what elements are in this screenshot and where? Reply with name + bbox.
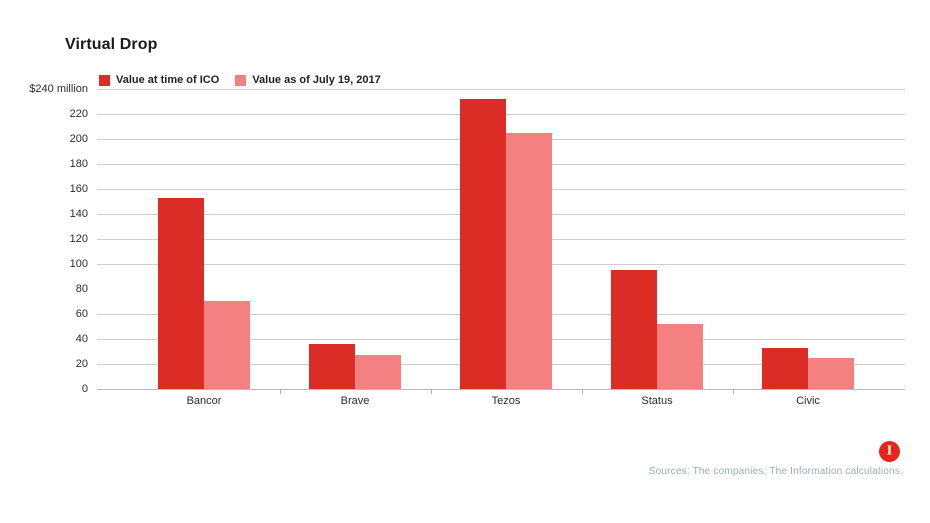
bar-tezos-july (506, 133, 552, 389)
y-tick-label-0: 0 (81, 383, 88, 395)
logo-letter: I (886, 443, 893, 458)
legend-item-july: Value as of July 19, 2017 (235, 74, 381, 86)
legend-swatch-july-icon (235, 74, 247, 86)
bar-bancor-ico (158, 198, 204, 389)
x-label-tezos: Tezos (491, 395, 521, 407)
bar-bancor-july (204, 301, 250, 389)
legend-swatch-ico-icon (99, 74, 110, 86)
chart-legend: Value at time of ICO Value as of July 19… (99, 74, 381, 86)
x-axis-line (97, 388, 905, 390)
y-tick-label-180: 180 (69, 158, 88, 170)
y-tick-label-20: 20 (75, 358, 88, 370)
bar-tezos-ico (460, 99, 506, 389)
y-tick-label-200: 200 (69, 133, 88, 145)
x-axis-tick (431, 389, 432, 394)
bar-status-july (657, 324, 703, 389)
bar-brave-ico (309, 344, 355, 389)
x-axis-tick (582, 389, 583, 394)
bar-civic-july (808, 358, 854, 389)
x-axis-tick (280, 389, 281, 394)
legend-label-ico: Value at time of ICO (116, 74, 220, 86)
y-axis-labels: 0 20 40 60 80 100 120 140 160 180 200 220 $240 milli… (0, 83, 88, 395)
y-tick-label-80: 80 (75, 283, 88, 295)
bar-status-ico (611, 270, 657, 389)
sources-text: Sources: The companies; The Information … (648, 466, 903, 477)
gridline-240 (97, 88, 905, 90)
y-tick-label-220: 220 (69, 108, 88, 120)
y-tick-label-140: 140 (69, 208, 88, 220)
bar-civic-ico (762, 348, 808, 389)
legend-label-july: Value as of July 19, 2017 (252, 74, 381, 86)
x-label-civic: Civic (796, 395, 820, 407)
x-label-bancor: Bancor (186, 395, 222, 407)
y-tick-label-40: 40 (75, 333, 88, 345)
x-axis-tick (733, 389, 734, 394)
x-label-brave: Brave (340, 395, 370, 407)
legend-item-ico: Value at time of ICO (99, 74, 219, 86)
y-tick-label-160: 160 (69, 183, 88, 195)
y-tick-label-60: 60 (75, 308, 88, 320)
y-tick-label-100: 100 (69, 258, 88, 270)
x-label-status: Status (641, 395, 673, 407)
plot-area: Bancor Brave Tezos Status Civic (97, 88, 905, 407)
chart-title: Virtual Drop (65, 36, 158, 53)
bar-brave-july (355, 355, 401, 389)
y-tick-label-240: $240 million (29, 83, 88, 95)
y-tick-label-120: 120 (69, 233, 88, 245)
the-information-logo: I (879, 441, 900, 462)
